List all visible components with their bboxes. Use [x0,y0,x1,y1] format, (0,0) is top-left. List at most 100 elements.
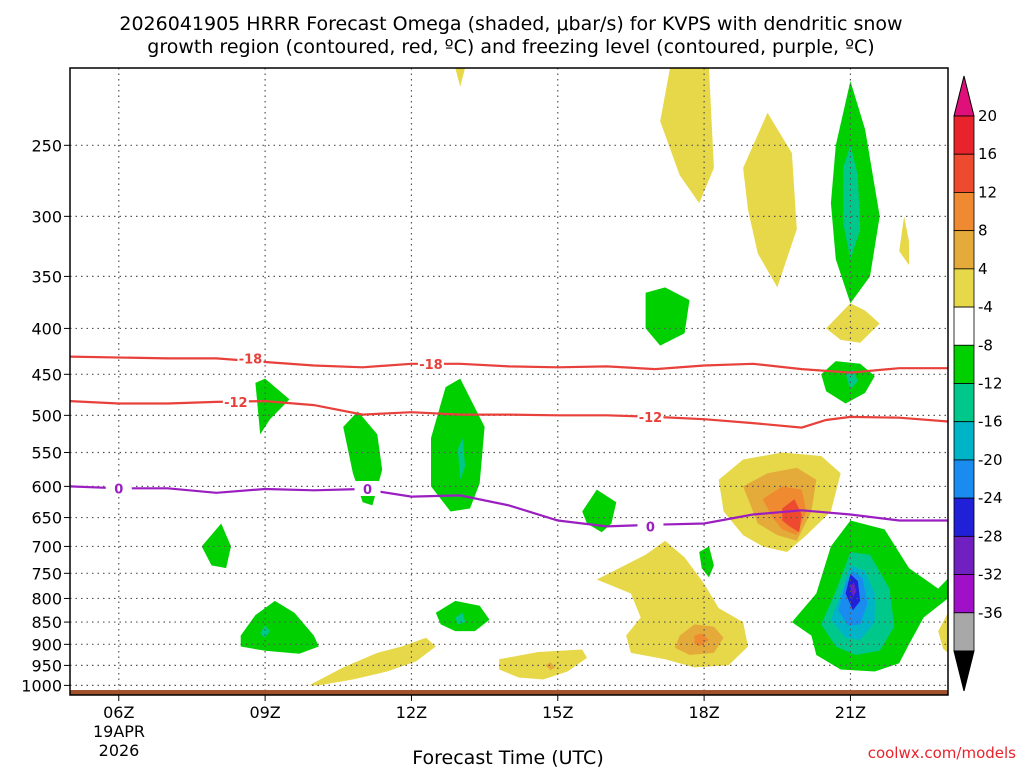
omega-region-37 [850,582,857,598]
colorbar-swatch-9 [953,459,975,499]
xtick-label-15Z: 15Z [542,703,573,722]
omega-region-23 [431,378,485,512]
contour-label-0-0: -18 [239,352,263,367]
pressure-axis: 250 300 350 400 450 500 550 600 650 700 750 800 850 9… [21,136,70,695]
omega-region-5 [596,540,748,668]
surface-terrain-band [70,690,948,695]
ytick-label-450: 450 [31,365,62,384]
omega-region-2 [826,303,880,343]
plot-frame [69,67,949,696]
ytick-label-750: 750 [31,564,62,583]
colorbar-swatch-3 [953,230,975,270]
gridlines [70,68,948,695]
omega-region-26 [201,523,231,569]
contour-line-0 [70,355,948,374]
contour-line-1 [70,399,948,429]
colorbar-label-4: 4 [978,260,988,278]
omega-region-1 [743,112,797,288]
omega-region-29 [455,612,466,625]
colorbar-swatch-7 [953,383,975,423]
colorbar-swatch-1 [953,153,975,193]
time-axis: 06Z 09Z 12Z 15Z 18Z 21Z [103,695,866,722]
colorbar-label-8: 8 [978,222,988,240]
ytick-label-950: 950 [31,656,62,675]
omega-region-31 [260,625,270,638]
omega-region-21 [255,378,290,435]
ytick-label-400: 400 [31,319,62,338]
contour-label-2-0: 0 [114,482,123,497]
omega-region-14 [545,662,556,671]
ytick-label-250: 250 [31,136,62,155]
omega-region-19 [821,361,875,404]
colorbar-swatch-0 [953,115,975,155]
colorbar-label--8: -8 [978,336,993,354]
colorbar-swatch-12 [953,574,975,614]
colorbar-swatch-6 [953,344,975,384]
contour-line-2 [70,485,948,528]
contour-label-0-1: -18 [419,358,443,373]
omega-region-15 [938,612,948,653]
colorbar-top-arrow [953,75,975,117]
ytick-label-500: 500 [31,406,62,425]
contour-label-bg [417,355,444,371]
colorbar-label--16: -16 [978,413,1003,431]
omega-region-3 [899,216,909,266]
credit-text[interactable]: coolwx.com/models [868,744,1016,762]
omega-region-17 [843,145,861,260]
chart-title-line2: growth region (contoured, red, ºC) and f… [147,36,874,58]
omega-colorbar: 20 16 12 8 4 -4 -8 -12 -16 -20 -24 -28 -32 -36 [953,75,1003,692]
colorbar-label--4: -4 [978,298,993,316]
colorbar-label--32: -32 [978,566,1003,584]
contour-label-bg [637,408,664,424]
omega-region-27 [699,546,714,578]
colorbar-label-12: 12 [978,183,997,201]
colorbar-label--24: -24 [978,489,1003,507]
omega-region-7 [694,633,709,647]
colorbar-label--12: -12 [978,375,1003,393]
colorbar-swatch-10 [953,497,975,537]
contour-label-1-1: -12 [639,411,663,426]
colorbar-label--20: -20 [978,451,1003,469]
date-label-month: 19APR [93,722,145,741]
contour-label-2-2: 0 [646,520,655,535]
omega-region-13 [499,649,587,680]
x-axis-label: Forecast Time (UTC) [412,747,603,768]
xtick-label-18Z: 18Z [688,703,719,722]
omega-region-25 [582,489,617,533]
omega-region-18 [645,287,690,346]
omega-region-11 [782,499,802,533]
ytick-label-550: 550 [31,443,62,462]
contour-label-bg [105,480,132,496]
chart-title-line1: 2026041905 HRRR Forecast Omega (shaded, … [119,13,902,35]
date-label-year: 2026 [99,741,140,760]
colorbar-swatch-4 [953,268,975,308]
ytick-label-300: 300 [31,207,62,226]
contour-label-1-0: -12 [224,396,248,411]
colorbar-label--28: -28 [978,527,1003,545]
ytick-label-350: 350 [31,267,62,286]
colorbar-swatch-2 [953,192,975,232]
ytick-label-850: 850 [31,613,62,632]
colorbar-swatch-8 [953,421,975,461]
colorbar-bottom-arrow [953,650,975,692]
omega-region-30 [240,600,319,654]
xtick-label-21Z: 21Z [835,703,866,722]
ytick-label-900: 900 [31,635,62,654]
omega-region-4 [455,68,466,87]
omega-region-0 [660,68,714,204]
ytick-label-650: 650 [31,509,62,528]
ytick-label-1000: 1000 [21,676,62,695]
omega-shading [201,68,948,686]
xtick-label-06Z: 06Z [103,703,134,722]
temperature-contours: -18 -18 -12 -12 0 0 0 [70,350,948,535]
xtick-label-09Z: 09Z [249,703,280,722]
colorbar-swatch-5 [953,306,975,346]
colorbar-swatch-13 [953,612,975,652]
colorbar-swatch-11 [953,535,975,575]
xtick-label-12Z: 12Z [396,703,427,722]
colorbar-label--36: -36 [978,604,1003,622]
contour-label-bg [637,518,664,534]
omega-region-24 [457,438,466,480]
contour-label-bg [354,480,381,496]
